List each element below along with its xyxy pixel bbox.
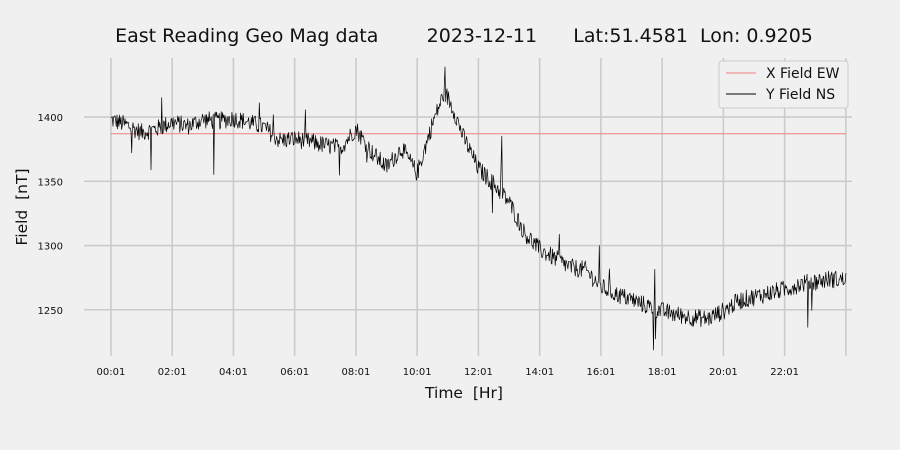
x-tick-label: 12:01 — [464, 367, 493, 378]
tick-labels: 00:01 02:01 04:01 06:01 08:01 10:01 12:01 14:01… — [38, 113, 799, 378]
y-tick-label: 1300 — [38, 242, 63, 253]
x-tick-label: 22:01 — [770, 367, 799, 378]
x-tick-label: 20:01 — [709, 367, 738, 378]
x-tick-label: 02:01 — [158, 367, 187, 378]
chart-title: East Reading Geo Mag data 2023-12-11 Lat… — [115, 25, 813, 47]
x-tick-label: 10:01 — [403, 367, 432, 378]
legend-label-x-field: X Field EW — [766, 66, 840, 82]
y-tick-label: 1400 — [38, 113, 63, 124]
legend: X Field EW Y Field NS — [718, 60, 849, 109]
y-tick-label: 1350 — [38, 177, 63, 188]
x-tick-label: 18:01 — [648, 367, 677, 378]
x-tick-label: 04:01 — [219, 367, 248, 378]
y-tick-label: 1250 — [38, 306, 63, 317]
x-axis-label: Time [Hr] — [424, 384, 503, 402]
series-y-field-line — [110, 66, 847, 351]
y-axis-label: Field [nT] — [13, 168, 31, 245]
series-layer — [110, 66, 847, 351]
legend-label-y-field: Y Field NS — [765, 87, 835, 103]
x-tick-label: 16:01 — [586, 367, 615, 378]
x-tick-label: 14:01 — [525, 367, 554, 378]
x-tick-label: 06:01 — [280, 367, 309, 378]
x-tick-label: 08:01 — [342, 367, 371, 378]
x-tick-label: 00:01 — [97, 367, 126, 378]
